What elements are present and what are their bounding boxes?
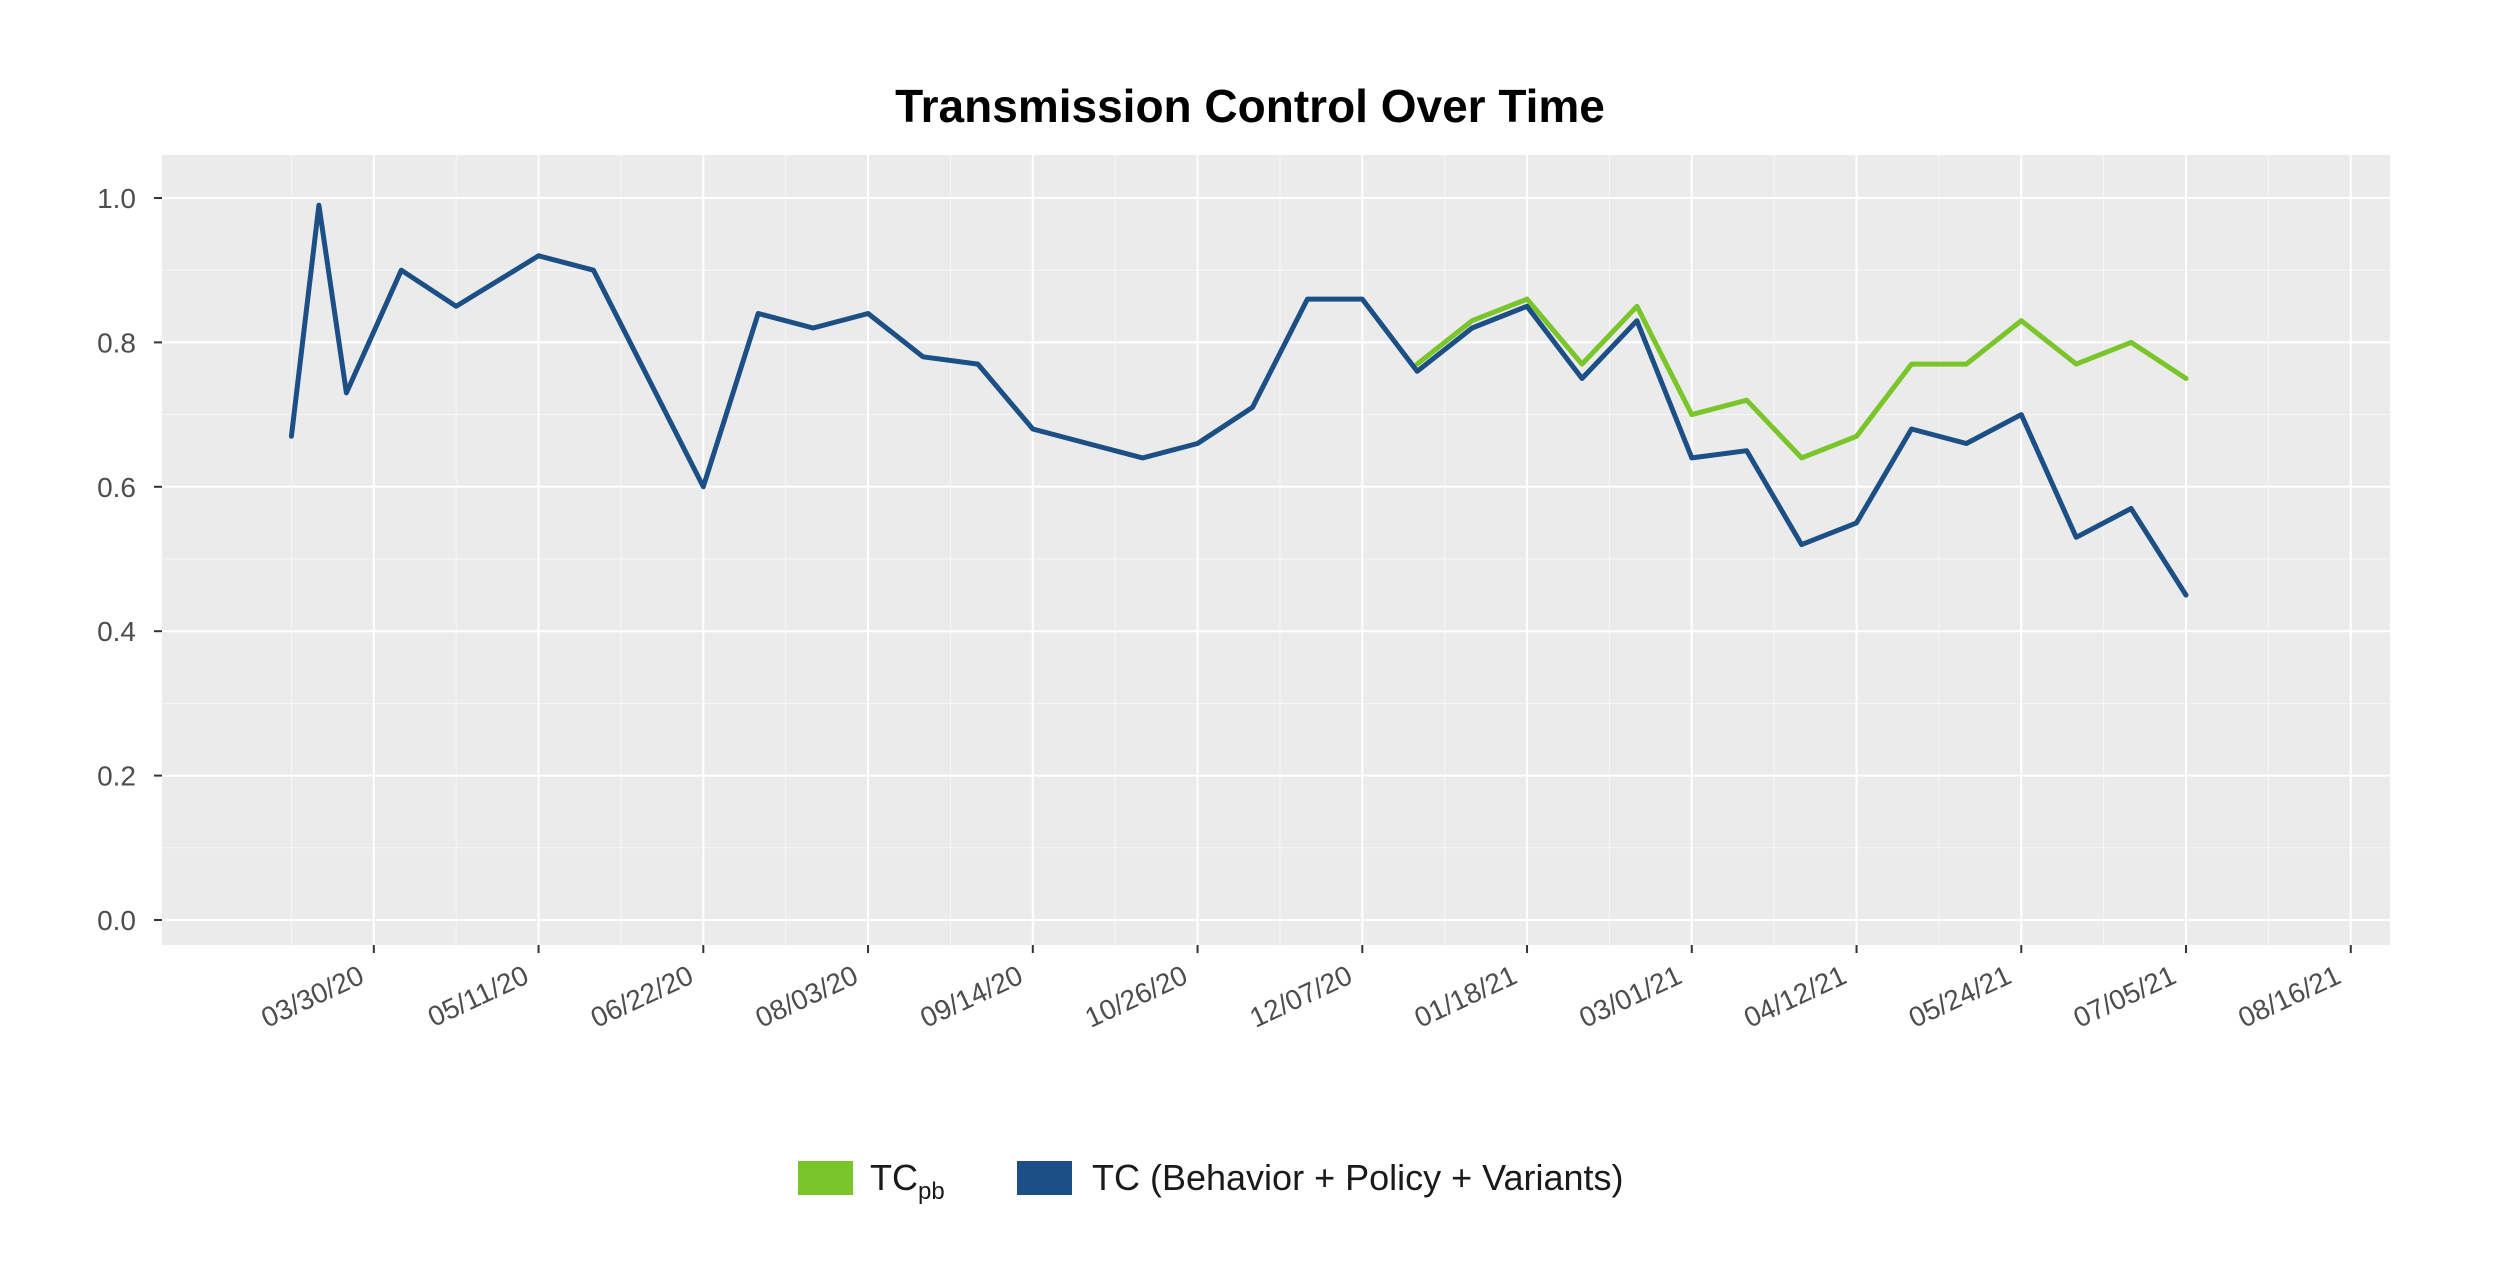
y-tick-label: 0.2 — [97, 761, 136, 792]
x-tick-label: 01/18/21 — [1410, 959, 1522, 1033]
x-tick-label: 04/12/21 — [1739, 959, 1851, 1033]
x-tick-label: 06/22/20 — [586, 959, 698, 1033]
plot-panel — [162, 155, 2390, 945]
x-tick-label: 09/14/20 — [915, 959, 1027, 1033]
chart-title: Transmission Control Over Time — [895, 80, 1605, 132]
series-line-tc — [288, 202, 2189, 598]
x-tick-label: 07/05/21 — [2069, 959, 2181, 1033]
y-tick-label: 1.0 — [97, 183, 136, 214]
x-tick-label: 03/30/20 — [256, 959, 368, 1033]
legend-label-tcpb-main: TC — [870, 1157, 918, 1198]
y-tick-label: 0.8 — [97, 327, 136, 358]
x-tick-label: 08/03/20 — [751, 959, 863, 1033]
legend-label-tcpb-subscript: pb — [918, 1178, 945, 1205]
y-tick-label: 0.6 — [97, 472, 136, 503]
x-axis: 03/30/20 05/11/20 06/22/20 08/03/20 09/14/20… — [256, 945, 2352, 1034]
legend-label-tcpb: TCpb — [870, 1157, 945, 1205]
x-tick-label: 03/01/21 — [1574, 959, 1686, 1033]
legend-swatch-tcpb — [798, 1161, 853, 1195]
x-tick-label: 05/24/21 — [1904, 959, 2016, 1033]
x-tick-label: 08/16/21 — [2233, 959, 2345, 1033]
x-tick-label: 10/26/20 — [1080, 959, 1192, 1033]
x-tick-label: 12/07/20 — [1245, 959, 1357, 1033]
series-line-tcpb — [1414, 296, 2189, 461]
legend: TCpb TC (Behavior + Policy + Variants) — [798, 1157, 1624, 1205]
y-axis: 0.0 0.2 0.4 0.6 0.8 1.0 — [97, 183, 162, 936]
series-lines — [288, 202, 2189, 598]
y-tick-label: 0.0 — [97, 905, 136, 936]
legend-label-tc: TC (Behavior + Policy + Variants) — [1092, 1157, 1624, 1198]
y-tick-label: 0.4 — [97, 616, 136, 647]
grid-lines — [162, 155, 2390, 945]
x-tick-label: 05/11/20 — [423, 959, 533, 1032]
legend-swatch-tc — [1017, 1161, 1072, 1195]
